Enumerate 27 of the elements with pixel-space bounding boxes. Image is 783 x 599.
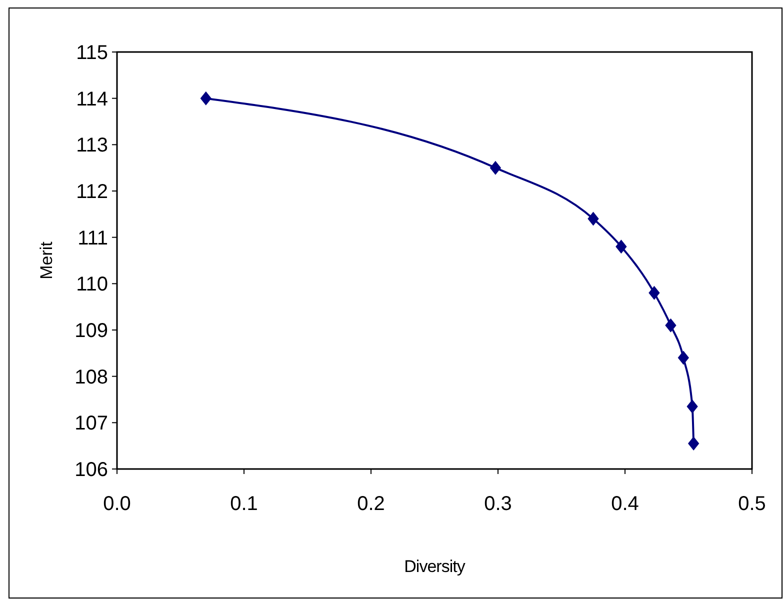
- y-tick-label: 106: [74, 459, 108, 481]
- point: [648, 286, 660, 300]
- y-tick-label: 107: [74, 412, 108, 435]
- point: [200, 91, 212, 106]
- y-tick-label: 112: [76, 181, 108, 203]
- point: [665, 318, 676, 332]
- x-tick-label: 0.4: [611, 493, 639, 515]
- point: [678, 350, 690, 365]
- point: [490, 160, 502, 175]
- y-tick-label: 109: [74, 320, 108, 342]
- x-tick-label: 0.5: [738, 493, 766, 515]
- x-tick-label: 0.0: [103, 493, 131, 515]
- y-axis-title: Merit: [37, 241, 56, 280]
- x-axis-title: Diversity: [404, 557, 466, 576]
- x-tick-label: 0.3: [484, 493, 512, 515]
- point: [686, 399, 698, 414]
- y-tick-label: 108: [74, 366, 108, 388]
- y-tick-label: 110: [76, 274, 108, 296]
- y-tick-label: 115: [76, 42, 108, 64]
- point: [616, 240, 627, 254]
- y-tick-label: 114: [76, 88, 108, 110]
- x-tick-label: 0.1: [230, 493, 258, 515]
- x-tick-label: 0.2: [357, 493, 385, 515]
- y-tick-label: 111: [78, 227, 108, 250]
- point: [588, 212, 599, 226]
- y-tick-label: 113: [76, 134, 108, 157]
- point: [688, 436, 700, 451]
